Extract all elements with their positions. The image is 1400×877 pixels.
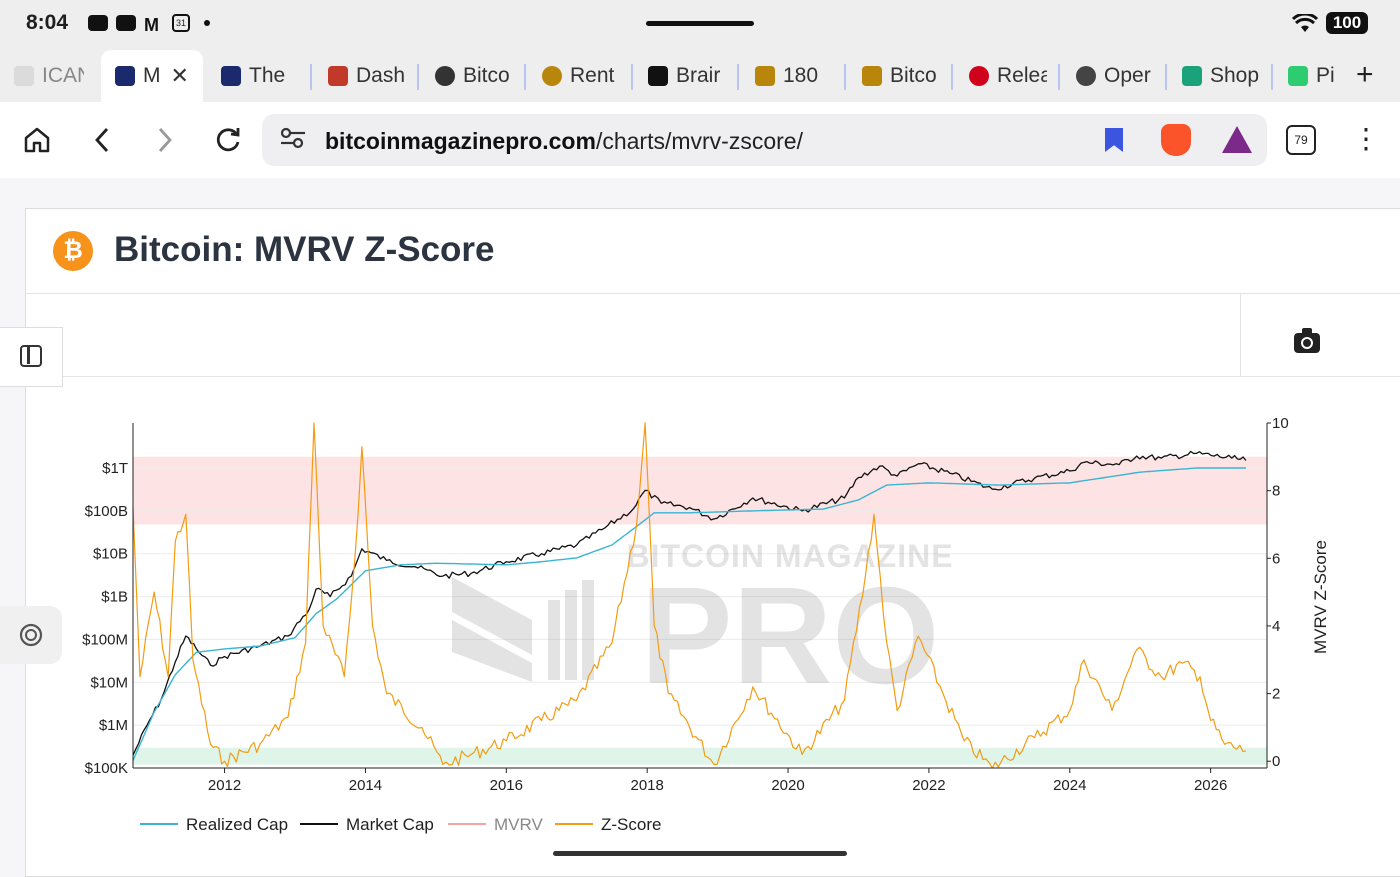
home-button[interactable]	[17, 120, 57, 160]
tab-separator	[737, 64, 739, 90]
tab-separator	[1271, 64, 1273, 90]
dot-icon	[204, 20, 210, 26]
chevron-right-icon	[158, 128, 172, 152]
tab-separator	[631, 64, 633, 90]
tab-3[interactable]: Dash	[328, 50, 406, 102]
ai-assistant-button[interactable]	[0, 606, 62, 664]
tab-label: Dash	[356, 64, 406, 87]
status-time: 8:04	[26, 11, 69, 34]
url-field[interactable]: bitcoinmagazinepro.com/charts/mvrv-zscor…	[262, 114, 1267, 166]
tab-label: The	[249, 64, 286, 87]
tab-label: Bitco	[463, 64, 510, 87]
tab-separator	[1165, 64, 1167, 90]
sidebar-toggle-button[interactable]	[0, 327, 63, 387]
back-button[interactable]	[82, 120, 122, 160]
favicon-icon	[755, 66, 775, 86]
chevron-left-icon	[95, 128, 109, 152]
brave-shield-icon[interactable]	[1161, 124, 1191, 156]
tab-separator	[844, 64, 846, 90]
new-tab-button[interactable]: +	[1356, 58, 1374, 91]
tab-7[interactable]: 180	[755, 50, 833, 102]
toolbar-divider	[1240, 293, 1241, 376]
globe-icon	[14, 66, 34, 86]
home-icon	[24, 127, 50, 153]
gmail-icon: M	[144, 15, 159, 35]
reload-button[interactable]	[208, 120, 248, 160]
tab-count-button[interactable]: 79	[1286, 125, 1316, 155]
favicon-icon	[328, 66, 348, 86]
tab-label: 180	[783, 64, 819, 87]
favicon-icon	[542, 66, 562, 86]
tab-11[interactable]: Shop	[1182, 50, 1260, 102]
tab-label: Rent	[570, 64, 615, 87]
url-domain: bitcoinmagazinepro.com	[325, 128, 596, 154]
calendar-icon: 31	[172, 14, 190, 32]
home-indicator	[553, 851, 847, 856]
tab-12[interactable]: Pi	[1288, 50, 1336, 102]
openai-icon	[19, 623, 43, 647]
sidebar-icon	[20, 345, 42, 367]
more-menu-icon[interactable]: ⋮	[1352, 123, 1380, 154]
chart-card: ₿ Bitcoin: MVRV Z-Score	[25, 208, 1400, 877]
tab-separator	[1058, 64, 1060, 90]
forward-button[interactable]	[145, 120, 185, 160]
camera-notch	[646, 21, 754, 26]
tab-label: Brair	[676, 64, 721, 87]
tab-active[interactable]: M ✕	[101, 50, 203, 102]
tab-label: ICAN	[42, 64, 84, 87]
favicon-icon	[969, 66, 989, 86]
favicon-icon	[648, 66, 668, 86]
tab-8[interactable]: Bitco	[862, 50, 940, 102]
address-bar-row: bitcoinmagazinepro.com/charts/mvrv-zscor…	[0, 102, 1400, 178]
globe-icon	[435, 66, 455, 86]
youtube-icon	[88, 15, 108, 31]
camera-icon[interactable]	[1294, 328, 1320, 353]
tab-9[interactable]: Relea	[969, 50, 1047, 102]
bmp-favicon-icon	[115, 66, 135, 86]
favicon-icon	[1182, 66, 1202, 86]
wifi-icon	[1291, 12, 1319, 39]
tab-4[interactable]: Bitco	[435, 50, 513, 102]
bat-rewards-icon[interactable]	[1222, 126, 1252, 153]
tab-0[interactable]: ICAN	[14, 50, 84, 102]
tab-separator	[310, 64, 312, 90]
tab-label: Bitco	[890, 64, 937, 87]
status-bar: 8:04 M 31 100	[0, 0, 1400, 50]
tab-2[interactable]: The	[221, 50, 299, 102]
bookmark-icon[interactable]	[1105, 128, 1123, 152]
favicon-icon	[221, 66, 241, 86]
tab-label: Pi	[1316, 64, 1335, 87]
chart-header: ₿ Bitcoin: MVRV Z-Score	[26, 209, 1400, 294]
tab-label: Relea	[997, 64, 1047, 87]
youtube-icon	[116, 15, 136, 31]
tab-label: Oper	[1104, 64, 1151, 87]
tab-5[interactable]: Rent	[542, 50, 620, 102]
tab-separator	[417, 64, 419, 90]
tab-10[interactable]: Oper	[1076, 50, 1154, 102]
close-icon[interactable]: ✕	[170, 63, 189, 88]
notification-icons: M 31	[88, 14, 210, 35]
battery-indicator: 100	[1326, 12, 1368, 34]
tab-strip: ICAN M ✕ The Dash Bitco Rent Brair 180 B…	[0, 50, 1400, 102]
openai-icon	[1076, 66, 1096, 86]
tab-6[interactable]: Brair	[648, 50, 726, 102]
url-path: /charts/mvrv-zscore/	[595, 128, 803, 154]
site-settings-icon[interactable]	[280, 127, 306, 155]
reload-icon	[216, 128, 240, 152]
tab-separator	[951, 64, 953, 90]
page-title: Bitcoin: MVRV Z-Score	[114, 230, 495, 269]
chart-toolbar	[26, 293, 1400, 377]
favicon-icon	[862, 66, 882, 86]
tab-separator	[524, 64, 526, 90]
bitcoin-logo-icon: ₿	[53, 231, 93, 271]
favicon-icon	[1288, 66, 1308, 86]
url-text: bitcoinmagazinepro.com/charts/mvrv-zscor…	[325, 128, 803, 155]
tab-label: M	[143, 64, 161, 87]
tab-label: Shop	[1210, 64, 1260, 87]
